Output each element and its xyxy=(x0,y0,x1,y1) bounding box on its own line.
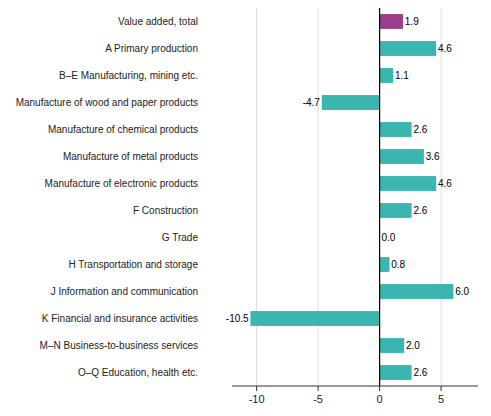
grid-line xyxy=(441,8,442,386)
chart: 1.9 4.6 1.1 -4.7 2.6 3.6 4.6 2.6 0.0 0.8 6.0 -10.5 2… xyxy=(0,0,491,416)
bar xyxy=(380,68,394,83)
bar xyxy=(250,311,379,326)
tick-label: 5 xyxy=(438,393,444,405)
category-label: Value added, total xyxy=(118,16,198,27)
category-label: H Transportation and storage xyxy=(68,259,198,270)
grid xyxy=(257,8,442,386)
zero-line xyxy=(379,8,380,386)
data-label: 4.6 xyxy=(438,43,452,54)
bar xyxy=(380,41,437,56)
grid-line xyxy=(256,8,257,386)
category-label: Manufacture of electronic products xyxy=(45,178,198,189)
tick-label: -10 xyxy=(249,393,265,405)
tick-label: -5 xyxy=(313,393,323,405)
data-label: 2.6 xyxy=(413,367,427,378)
grid-line xyxy=(379,8,380,386)
data-label: -4.7 xyxy=(303,97,321,108)
bar xyxy=(380,122,412,137)
tick xyxy=(318,386,319,391)
category-label: Manufacture of chemical products xyxy=(48,124,198,135)
tick xyxy=(441,386,442,391)
bar xyxy=(380,149,424,164)
bar xyxy=(380,365,412,380)
category-label: O–Q Education, health etc. xyxy=(78,367,198,378)
bar xyxy=(380,14,403,29)
bar xyxy=(322,95,380,110)
data-label: 1.9 xyxy=(405,16,419,27)
category-label: K Financial and insurance activities xyxy=(42,313,198,324)
grid-line xyxy=(318,8,319,386)
category-label: B–E Manufacturing, mining etc. xyxy=(59,70,198,81)
data-label: 2.6 xyxy=(413,124,427,135)
bar xyxy=(380,284,454,299)
category-label: Manufacture of metal products xyxy=(63,151,198,162)
bar xyxy=(380,203,412,218)
category-label: J Information and communication xyxy=(51,286,198,297)
data-label: -10.5 xyxy=(226,313,249,324)
category-label: M–N Business-to-business services xyxy=(40,340,198,351)
category-label: Manufacture of wood and paper products xyxy=(16,97,198,108)
tick xyxy=(379,386,380,391)
tick xyxy=(256,386,257,391)
data-label: 0.8 xyxy=(391,259,405,270)
category-label: G Trade xyxy=(162,232,199,243)
data-label: 6.0 xyxy=(455,286,469,297)
data-label: 4.6 xyxy=(438,178,452,189)
data-label: 1.1 xyxy=(395,70,409,81)
category-label: F Construction xyxy=(133,205,198,216)
data-label: 0.0 xyxy=(381,232,395,243)
data-labels: 1.9 4.6 1.1 -4.7 2.6 3.6 4.6 2.6 0.0 0.8 6.0 -10.5 2… xyxy=(226,16,470,378)
data-label: 2.0 xyxy=(406,340,420,351)
bar xyxy=(380,257,390,272)
bar xyxy=(380,338,405,353)
category-label: A Primary production xyxy=(105,43,198,54)
data-label: 2.6 xyxy=(413,205,427,216)
bar xyxy=(380,176,437,191)
category-labels: Value added, total A Primary production B–… xyxy=(16,16,199,378)
data-label: 3.6 xyxy=(426,151,440,162)
bars xyxy=(250,14,453,380)
tick-label: 0 xyxy=(377,393,383,405)
x-axis: -10 -5 0 5 xyxy=(232,386,478,405)
